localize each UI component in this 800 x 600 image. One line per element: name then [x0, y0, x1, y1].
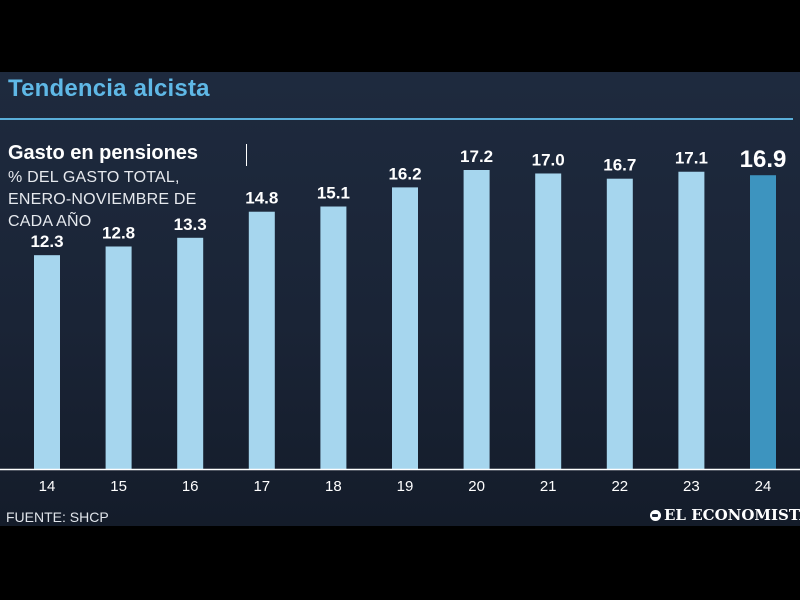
- data-label-17: 14.8: [245, 189, 278, 208]
- data-label-24: 16.9: [740, 146, 787, 173]
- bar-20: [463, 170, 490, 469]
- data-label-18: 15.1: [317, 184, 350, 203]
- x-tick-label-24: 24: [755, 478, 772, 495]
- bar-15: [105, 246, 132, 469]
- x-tick-label-19: 19: [397, 478, 414, 495]
- data-label-15: 12.8: [102, 223, 135, 242]
- source-note: FUENTE: SHCP: [6, 509, 109, 525]
- data-label-22: 16.7: [603, 156, 636, 175]
- bar-22: [606, 178, 633, 469]
- subtitle-separator: [246, 144, 247, 166]
- bar-17: [248, 211, 275, 469]
- publisher-logo-icon: [650, 510, 661, 521]
- bar-23: [678, 171, 705, 469]
- x-tick-label-14: 14: [39, 478, 56, 495]
- data-label-16: 13.3: [174, 215, 207, 234]
- bar-18: [320, 206, 347, 470]
- x-tick-label-20: 20: [468, 478, 485, 495]
- chart-subtitle: Gasto en pensiones: [8, 142, 199, 164]
- bar-chart: 12.3 14 12.8 15 13.3 16 14.8 17 15.1 18 16.2 19 17.2…: [0, 146, 800, 495]
- bar-24: [750, 175, 776, 469]
- data-label-23: 17.1: [675, 149, 708, 168]
- chart-description-line-3: CADA AÑO: [8, 213, 92, 230]
- chart-panel: Tendencia alcista Gasto en pensiones % D…: [0, 72, 800, 526]
- title-divider: [0, 118, 793, 120]
- x-tick-label-22: 22: [611, 478, 628, 495]
- x-tick-label-23: 23: [683, 478, 700, 495]
- data-label-19: 16.2: [388, 164, 421, 183]
- chart-description-line-2: ENERO-NOVIEMBRE DE: [8, 191, 197, 208]
- publisher-brand: EL ECONOMISTA: [650, 506, 800, 524]
- x-tick-label-17: 17: [253, 478, 270, 495]
- bar-14: [34, 255, 60, 469]
- bar-21: [535, 173, 562, 469]
- x-tick-label-15: 15: [110, 478, 127, 495]
- chart-title: Tendencia alcista: [8, 75, 210, 102]
- x-tick-label-21: 21: [540, 478, 557, 495]
- x-tick-label-18: 18: [325, 478, 342, 495]
- data-label-20: 17.2: [460, 147, 493, 166]
- bar-16: [177, 237, 204, 469]
- publisher-name: EL ECONOMISTA: [664, 506, 800, 524]
- x-tick-label-16: 16: [182, 478, 199, 495]
- bar-19: [392, 187, 418, 469]
- chart-description-line-1: % DEL GASTO TOTAL,: [8, 169, 180, 186]
- data-label-21: 17.0: [532, 150, 565, 169]
- data-label-14: 12.3: [30, 232, 63, 251]
